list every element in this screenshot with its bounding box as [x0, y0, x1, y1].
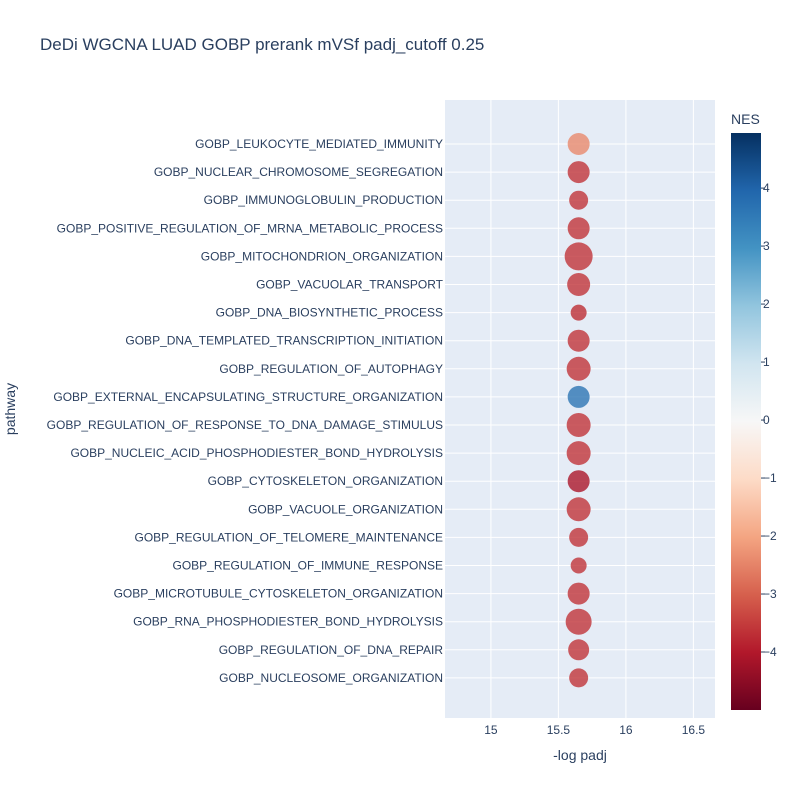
data-point: [566, 356, 591, 381]
y-tick-label: GOBP_RNA_PHOSPHODIESTER_BOND_HYDROLYSIS: [133, 615, 443, 629]
x-tick-label: 15: [484, 723, 498, 737]
y-tick-label: GOBP_NUCLEIC_ACID_PHOSPHODIESTER_BOND_HY…: [70, 446, 443, 460]
data-point: [567, 273, 591, 296]
colorbar-tick-label: −3: [763, 587, 777, 601]
data-point: [566, 441, 591, 466]
chart-title: DeDi WGCNA LUAD GOBP prerank mVSf padj_c…: [40, 35, 484, 54]
data-point: [569, 527, 589, 547]
y-tick-label: GOBP_VACUOLAR_TRANSPORT: [256, 278, 444, 292]
colorbar-tick-labels: 4 3 2 1 0 −1 −2 −3 −4: [761, 181, 777, 659]
data-point: [565, 608, 592, 635]
colorbar-tick-label: −4: [763, 645, 777, 659]
y-tick-label: GOBP_REGULATION_OF_AUTOPHAGY: [219, 362, 443, 376]
x-gridlines: [490, 100, 694, 718]
data-point: [567, 470, 590, 493]
colorbar-tick-label: 0: [763, 413, 770, 427]
x-tick-label: 16: [619, 723, 633, 737]
x-tick-label: 15.5: [547, 723, 571, 737]
y-tick-label: GOBP_MICROTUBULE_CYTOSKELETON_ORGANIZATI…: [114, 587, 443, 601]
data-point: [567, 329, 590, 352]
colorbar-tick-label: 2: [763, 297, 770, 311]
y-tick-label: GOBP_MITOCHONDRION_ORGANIZATION: [201, 249, 443, 263]
data-point: [567, 217, 590, 240]
data-point: [570, 304, 587, 321]
y-tick-label: GOBP_REGULATION_OF_TELOMERE_MAINTENANCE: [134, 530, 443, 544]
data-point: [567, 385, 590, 408]
y-tick-label: GOBP_POSITIVE_REGULATION_OF_MRNA_METABOL…: [57, 221, 443, 235]
colorbar-tick-label: 1: [763, 355, 770, 369]
y-tick-label: GOBP_EXTERNAL_ENCAPSULATING_STRUCTURE_OR…: [53, 390, 443, 404]
y-tick-label: GOBP_REGULATION_OF_RESPONSE_TO_DNA_DAMAG…: [47, 418, 443, 432]
data-point: [564, 242, 593, 271]
y-tick-label: GOBP_IMMUNOGLOBULIN_PRODUCTION: [204, 193, 443, 207]
data-point: [566, 413, 591, 437]
colorbar-title: NES: [731, 111, 760, 127]
y-tick-label: GOBP_NUCLEOSOME_ORGANIZATION: [219, 671, 443, 685]
data-point: [569, 668, 589, 688]
y-tick-label: GOBP_NUCLEAR_CHROMOSOME_SEGREGATION: [154, 165, 443, 179]
y-tick-label: GOBP_DNA_TEMPLATED_TRANSCRIPTION_INITIAT…: [125, 334, 443, 348]
y-tick-label: GOBP_LEUKOCYTE_MEDIATED_IMMUNITY: [195, 137, 443, 151]
colorbar-tick-label: −1: [763, 471, 777, 485]
colorbar: [731, 133, 761, 710]
y-axis-title: pathway: [2, 383, 18, 435]
x-tick-labels: 15 15.5 16 16.5: [484, 723, 705, 737]
y-tick-label: GOBP_CYTOSKELETON_ORGANIZATION: [208, 474, 443, 488]
data-point: [566, 497, 591, 522]
x-tick-label: 16.5: [682, 723, 706, 737]
y-tick-labels: GOBP_LEUKOCYTE_MEDIATED_IMMUNITY GOBP_NUC…: [47, 137, 444, 685]
data-point: [567, 161, 590, 184]
colorbar-tick-label: −2: [763, 529, 777, 543]
y-tick-label: GOBP_DNA_BIOSYNTHETIC_PROCESS: [216, 306, 443, 320]
y-tick-label: GOBP_REGULATION_OF_IMMUNE_RESPONSE: [172, 559, 443, 573]
data-point: [568, 639, 590, 661]
y-tick-label: GOBP_VACUOLE_ORGANIZATION: [248, 502, 443, 516]
data-points: [564, 133, 593, 688]
data-point: [569, 190, 589, 210]
colorbar-tick-label: 4: [763, 181, 770, 195]
colorbar-tick-label: 3: [763, 239, 770, 253]
x-axis-title: -log padj: [553, 747, 607, 763]
data-point: [567, 582, 590, 605]
data-point: [570, 557, 587, 574]
data-point: [567, 133, 590, 155]
y-tick-label: GOBP_REGULATION_OF_DNA_REPAIR: [219, 643, 444, 657]
